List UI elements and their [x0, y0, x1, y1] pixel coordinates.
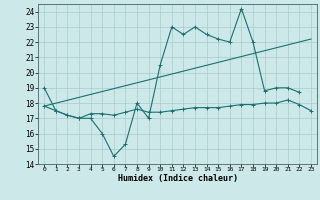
X-axis label: Humidex (Indice chaleur): Humidex (Indice chaleur): [118, 174, 238, 183]
